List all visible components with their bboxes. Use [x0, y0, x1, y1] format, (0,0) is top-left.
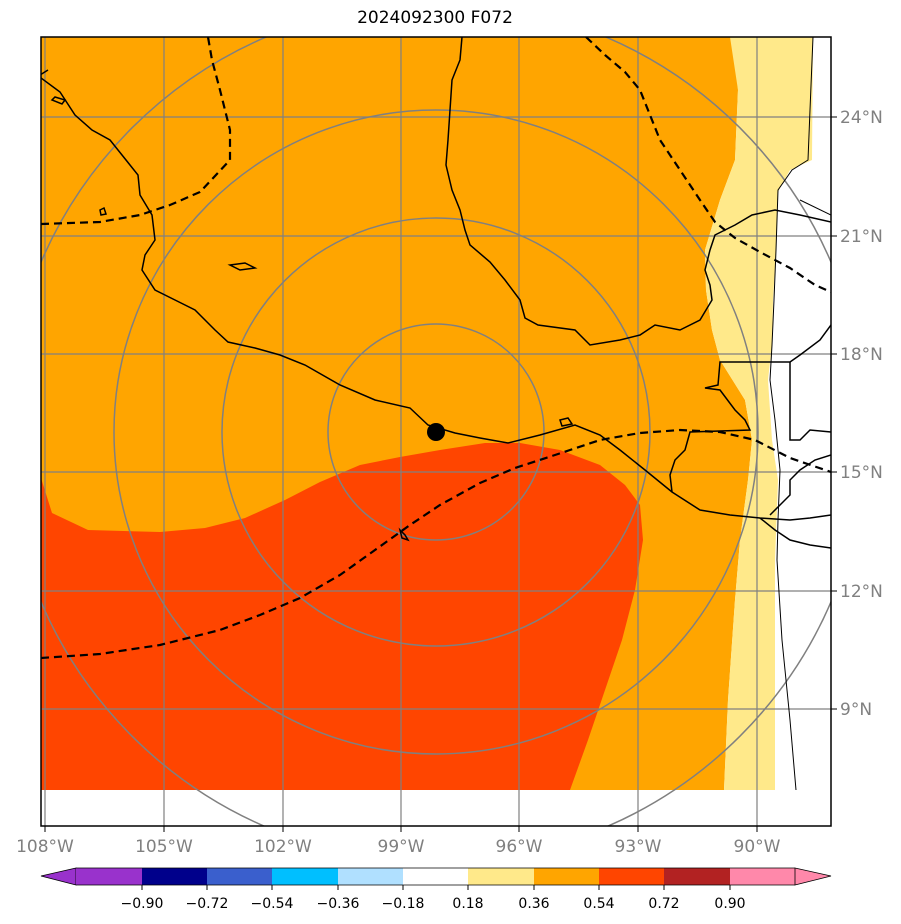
lon-label: 108°W — [16, 837, 74, 857]
colorbar-segment — [599, 868, 664, 885]
colorbar-tick-label: −0.90 — [121, 896, 164, 912]
colorbar-segment — [338, 868, 403, 885]
colorbar-tick-label: 0.18 — [452, 896, 483, 912]
lat-label: 15°N — [840, 463, 883, 483]
colorbar-tick-label: −0.18 — [382, 896, 425, 912]
colorbar-tick-label: −0.72 — [186, 896, 229, 912]
colorbar-segment — [403, 868, 468, 885]
gridlines — [41, 37, 831, 826]
colorbar-segment — [142, 868, 207, 885]
lat-ticks — [831, 116, 837, 710]
colorbar: −0.90 −0.72 −0.54 −0.36 −0.18 0.18 0.36 … — [40, 867, 832, 912]
borders — [769, 37, 831, 791]
colorbar-segment — [468, 868, 534, 885]
lon-label: 105°W — [135, 837, 193, 857]
lat-labels: 24°N 21°N 18°N 15°N 12°N 9°N — [840, 108, 883, 720]
map-frame — [40, 36, 832, 827]
colorbar-tick-label: 0.54 — [583, 896, 614, 912]
map-layers — [41, 37, 831, 826]
colorbar-segment — [272, 868, 338, 885]
lon-label: 96°W — [496, 837, 543, 857]
colorbar-tick-label: 0.36 — [518, 896, 549, 912]
colorbar-over-arrow — [794, 867, 832, 886]
lon-label: 90°W — [734, 837, 781, 857]
coastlines — [41, 37, 831, 549]
lat-label: 9°N — [840, 700, 872, 720]
colorbar-segment — [207, 868, 272, 885]
field-light-yellow — [705, 37, 813, 790]
lat-label: 18°N — [840, 345, 883, 365]
lon-ticks — [44, 826, 758, 832]
plot-title: 2024092300 F072 — [357, 8, 513, 28]
lat-label: 12°N — [840, 582, 883, 602]
lon-label: 102°W — [254, 837, 312, 857]
lon-label: 93°W — [615, 837, 662, 857]
storm-center-marker — [427, 423, 445, 441]
colorbar-segment — [76, 868, 142, 885]
lat-label: 21°N — [840, 227, 883, 247]
field-red-orange — [41, 443, 643, 790]
colorbar-tick-label: 0.90 — [714, 896, 745, 912]
range-rings — [41, 37, 831, 826]
colorbar-under-arrow — [40, 867, 77, 886]
colorbar-segment — [664, 868, 730, 885]
colorbar-tick-label: 0.72 — [648, 896, 679, 912]
colorbar-labels: −0.90 −0.72 −0.54 −0.36 −0.18 0.18 0.36 … — [121, 896, 746, 912]
colorbar-tick-label: −0.36 — [317, 896, 360, 912]
colorbar-ticks — [141, 885, 731, 890]
colorbar-segment — [534, 868, 599, 885]
lat-label: 24°N — [840, 108, 883, 128]
no-data-area — [41, 790, 831, 826]
dashed-contours — [41, 37, 831, 660]
lon-labels: 108°W 105°W 102°W 99°W 96°W 93°W 90°W — [16, 837, 781, 857]
colorbar-segment — [730, 868, 795, 885]
colorbar-tick-label: −0.54 — [251, 896, 294, 912]
lon-label: 99°W — [378, 837, 425, 857]
